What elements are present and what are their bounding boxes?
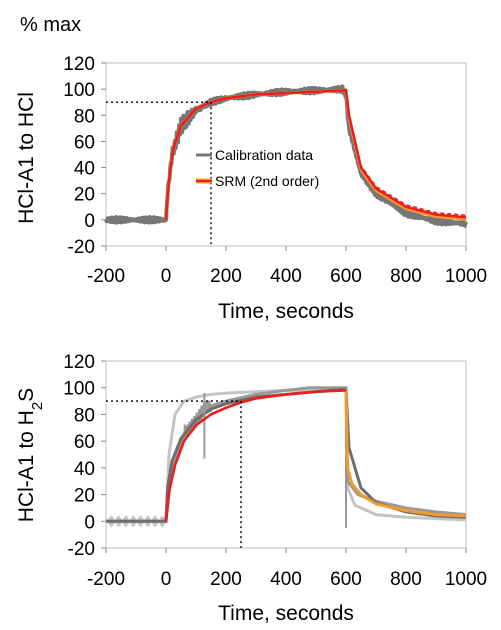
x-tick-label: 0 [161, 266, 172, 287]
legend: Calibration data SRM (2nd order) [196, 147, 319, 189]
y-tick-label: 120 [63, 54, 95, 75]
x-tick-label: 200 [210, 266, 242, 287]
x-tick-label: 800 [390, 266, 422, 287]
y-axis-label: HCl-A1 to HCl [15, 92, 38, 224]
x-tick-label: 400 [270, 266, 302, 287]
y-tick-label: 80 [74, 106, 95, 127]
series-line-2 [106, 386, 466, 523]
y-tick-label: 20 [74, 486, 95, 507]
x-tick-label: -200 [87, 569, 125, 590]
y-tick-label: 80 [74, 405, 95, 426]
y-axis-label: HCl-A1 to H2S [15, 388, 46, 522]
x-axis-label: Time, seconds [218, 602, 354, 625]
y-tick-label: 40 [74, 159, 95, 180]
series-srm-alt-line [344, 390, 466, 518]
x-tick-label: 1000 [445, 569, 487, 590]
plot-lines [104, 84, 468, 228]
y-tick-label: 100 [63, 379, 95, 400]
series-line-3 [106, 387, 466, 523]
y-tick-label: 60 [74, 132, 95, 153]
x-tick-label: 800 [390, 569, 422, 590]
y-tick-label: 120 [63, 352, 95, 373]
series-srm-line [164, 389, 346, 522]
unit-label: % max [20, 14, 81, 36]
series-srm-tail [345, 88, 467, 217]
legend-label-calibration: Calibration data [215, 147, 313, 163]
y-tick-label: 60 [74, 432, 95, 453]
x-tick-label: 600 [330, 569, 362, 590]
y-tick-label: 0 [84, 211, 95, 232]
x-tick-label: 600 [330, 266, 362, 287]
y-tick-label: 40 [74, 459, 95, 480]
x-tick-label: 400 [270, 569, 302, 590]
x-axis-label: Time, seconds [218, 300, 354, 323]
x-tick-label: -200 [87, 266, 125, 287]
x-tick-label: 1000 [445, 266, 487, 287]
x-tick-label: 0 [161, 569, 172, 590]
plot-lines [104, 386, 467, 528]
y-tick-label: -20 [68, 237, 95, 258]
y-tick-label: -20 [68, 539, 95, 560]
legend-label-srm: SRM (2nd order) [215, 173, 319, 189]
x-tick-label: 200 [210, 569, 242, 590]
series-srm-line [164, 89, 466, 220]
y-tick-label: 20 [74, 185, 95, 206]
y-tick-label: 0 [84, 512, 95, 533]
series-line-1 [104, 387, 467, 528]
y-tick-label: 100 [63, 80, 95, 101]
